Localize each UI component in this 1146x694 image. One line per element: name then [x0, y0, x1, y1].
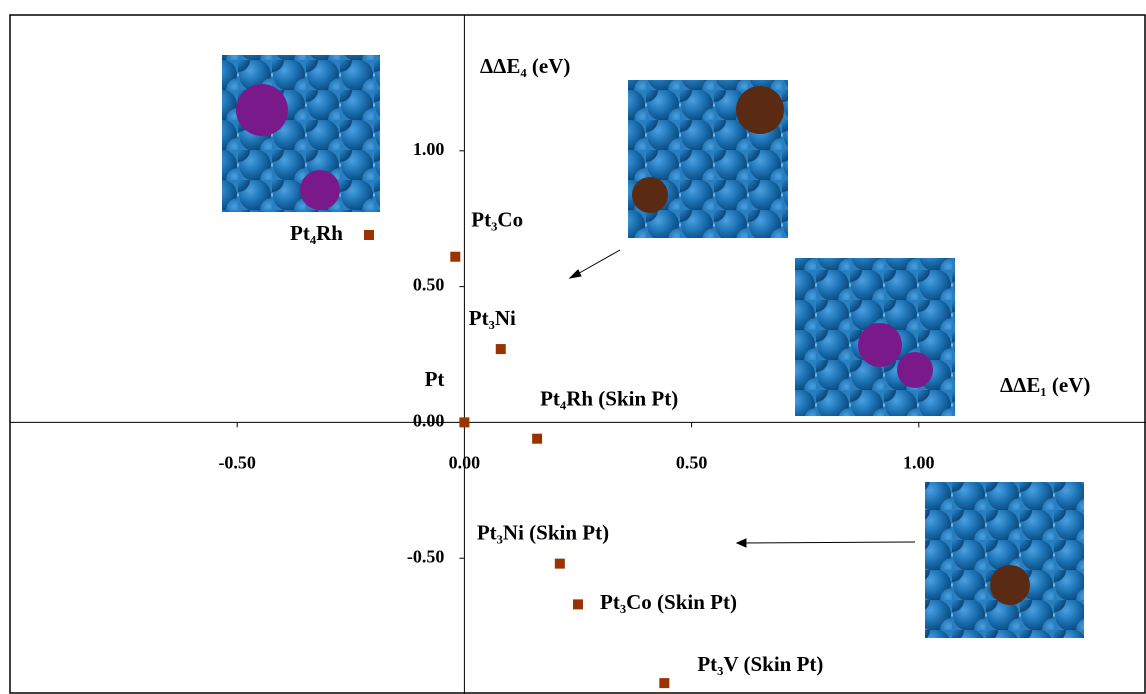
point — [364, 230, 374, 240]
dopant-atom — [736, 86, 784, 134]
x-tick-label: 0.00 — [449, 453, 481, 473]
x-tick-label: 0.50 — [676, 453, 708, 473]
dopant-atom — [300, 170, 340, 210]
dopant-atom — [236, 84, 288, 136]
point-label: Pt₄Rh — [290, 221, 343, 245]
x-tick-label: -0.50 — [218, 453, 256, 473]
dopant-atom — [858, 323, 902, 367]
y-tick-label: -0.50 — [407, 546, 445, 566]
structure-images — [222, 55, 1084, 638]
point-label: Pt₃V (Skin Pt) — [697, 652, 823, 676]
point — [555, 559, 565, 569]
y-tick-label: 1.00 — [413, 139, 445, 159]
x-axis-title: ΔΔE₁ (eV) — [1000, 373, 1090, 397]
chart: ΔΔE₄ (eV) ΔΔE₁ (eV) -0.50 0.00 0.50 1.00 -0.… — [0, 0, 1146, 694]
point — [496, 344, 506, 354]
arrow — [574, 250, 620, 276]
point — [659, 678, 669, 688]
y-tick-label: 0.50 — [413, 275, 445, 295]
point-label: Pt₃Ni — [469, 306, 516, 330]
point — [459, 417, 469, 427]
dopant-atom — [990, 565, 1030, 605]
structure-image — [925, 482, 1084, 638]
dopant-atom — [632, 177, 668, 213]
point-label: Pt₃Co — [471, 208, 523, 232]
point-label: Pt — [425, 367, 445, 391]
point — [450, 252, 460, 262]
arrow-head — [570, 270, 581, 278]
arrow-head — [737, 539, 746, 547]
x-tick-label: 1.00 — [903, 453, 935, 473]
point-label: Pt₃Ni (Skin Pt) — [477, 520, 609, 544]
point-label: Pt₄Rh (Skin Pt) — [540, 387, 678, 411]
y-tick-label: 0.00 — [413, 411, 445, 431]
y-axis-title: ΔΔE₄ (eV) — [480, 54, 570, 78]
dopant-atom — [897, 352, 933, 388]
point — [573, 599, 583, 609]
point — [532, 434, 542, 444]
point-label: Pt₃Co (Skin Pt) — [600, 590, 737, 614]
arrow — [742, 542, 915, 543]
